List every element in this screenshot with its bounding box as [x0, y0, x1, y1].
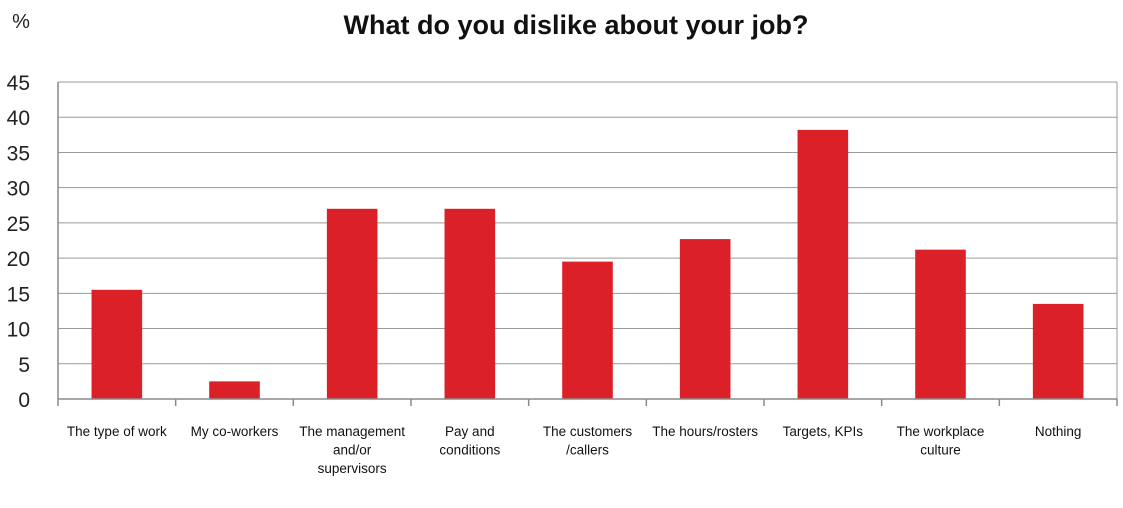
bar-5: [562, 261, 613, 399]
x-tick-label: Nothing: [1035, 424, 1082, 439]
y-tick-label: 45: [7, 72, 30, 95]
x-tick-label: Targets, KPIs: [783, 424, 864, 439]
y-tick-label: 15: [7, 283, 30, 306]
y-tick-label: 0: [18, 389, 30, 412]
x-tick-label: The hours/rosters: [652, 424, 758, 439]
y-tick-label: 30: [7, 178, 30, 201]
x-tick-label: The customers/callers: [543, 424, 633, 458]
bar-6: [679, 239, 731, 399]
bar-2: [209, 381, 260, 399]
axes: [57, 82, 1118, 406]
y-tick-label: 20: [7, 248, 30, 271]
gridlines: [58, 81, 1118, 399]
bars: [91, 129, 1084, 399]
y-tick-label: 40: [7, 107, 30, 130]
y-tick-label: 5: [18, 354, 30, 377]
bar-3: [326, 208, 378, 399]
x-tick-label: The management and/or supervisors: [299, 424, 405, 476]
bar-1: [91, 289, 143, 399]
chart-title: What do you dislike about your job?: [344, 10, 809, 40]
y-tick-label: 35: [7, 142, 30, 165]
bar-8: [915, 249, 966, 399]
y-tick-label: 10: [7, 319, 30, 342]
x-tick-label: The workplace culture: [897, 424, 985, 458]
x-tick-label: Pay and conditions: [439, 424, 500, 458]
bar-9: [1032, 303, 1084, 399]
y-axis-unit-label: %: [12, 11, 30, 33]
x-tick-labels: The type of work My co-workers The managem…: [67, 424, 1082, 476]
y-tick-label: 25: [7, 213, 30, 236]
bar-4: [444, 208, 496, 399]
bar-7: [797, 129, 849, 399]
x-tick-label: The type of work: [67, 424, 167, 439]
x-tick-label: My co-workers: [191, 424, 279, 439]
y-tick-labels: 0 5 10 15 20 25 30 35 40 45: [7, 72, 30, 412]
